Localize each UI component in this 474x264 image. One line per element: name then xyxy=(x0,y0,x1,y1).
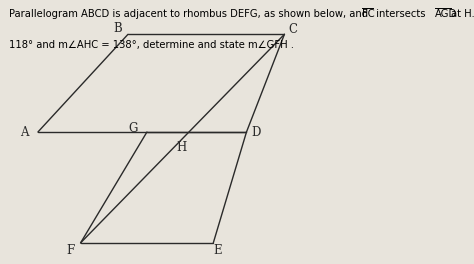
Text: D: D xyxy=(251,125,261,139)
Text: 118° and m∠AHC = 138°, determine and state m∠GFH .: 118° and m∠AHC = 138°, determine and sta… xyxy=(9,40,293,50)
Text: A: A xyxy=(20,125,29,139)
Text: C: C xyxy=(289,23,297,36)
Text: H: H xyxy=(176,141,186,154)
Text: Parallelogram ABCD is adjacent to rhombus DEFG, as shown below, and: Parallelogram ABCD is adjacent to rhombu… xyxy=(9,9,371,19)
Text: AGD: AGD xyxy=(435,9,457,19)
Text: intersects: intersects xyxy=(373,9,428,19)
Text: at H. If m∠B =: at H. If m∠B = xyxy=(450,9,474,19)
Text: E: E xyxy=(214,244,222,257)
Text: F: F xyxy=(66,244,74,257)
Text: FC: FC xyxy=(362,9,375,19)
Text: B: B xyxy=(113,22,122,35)
Text: G: G xyxy=(128,122,137,135)
